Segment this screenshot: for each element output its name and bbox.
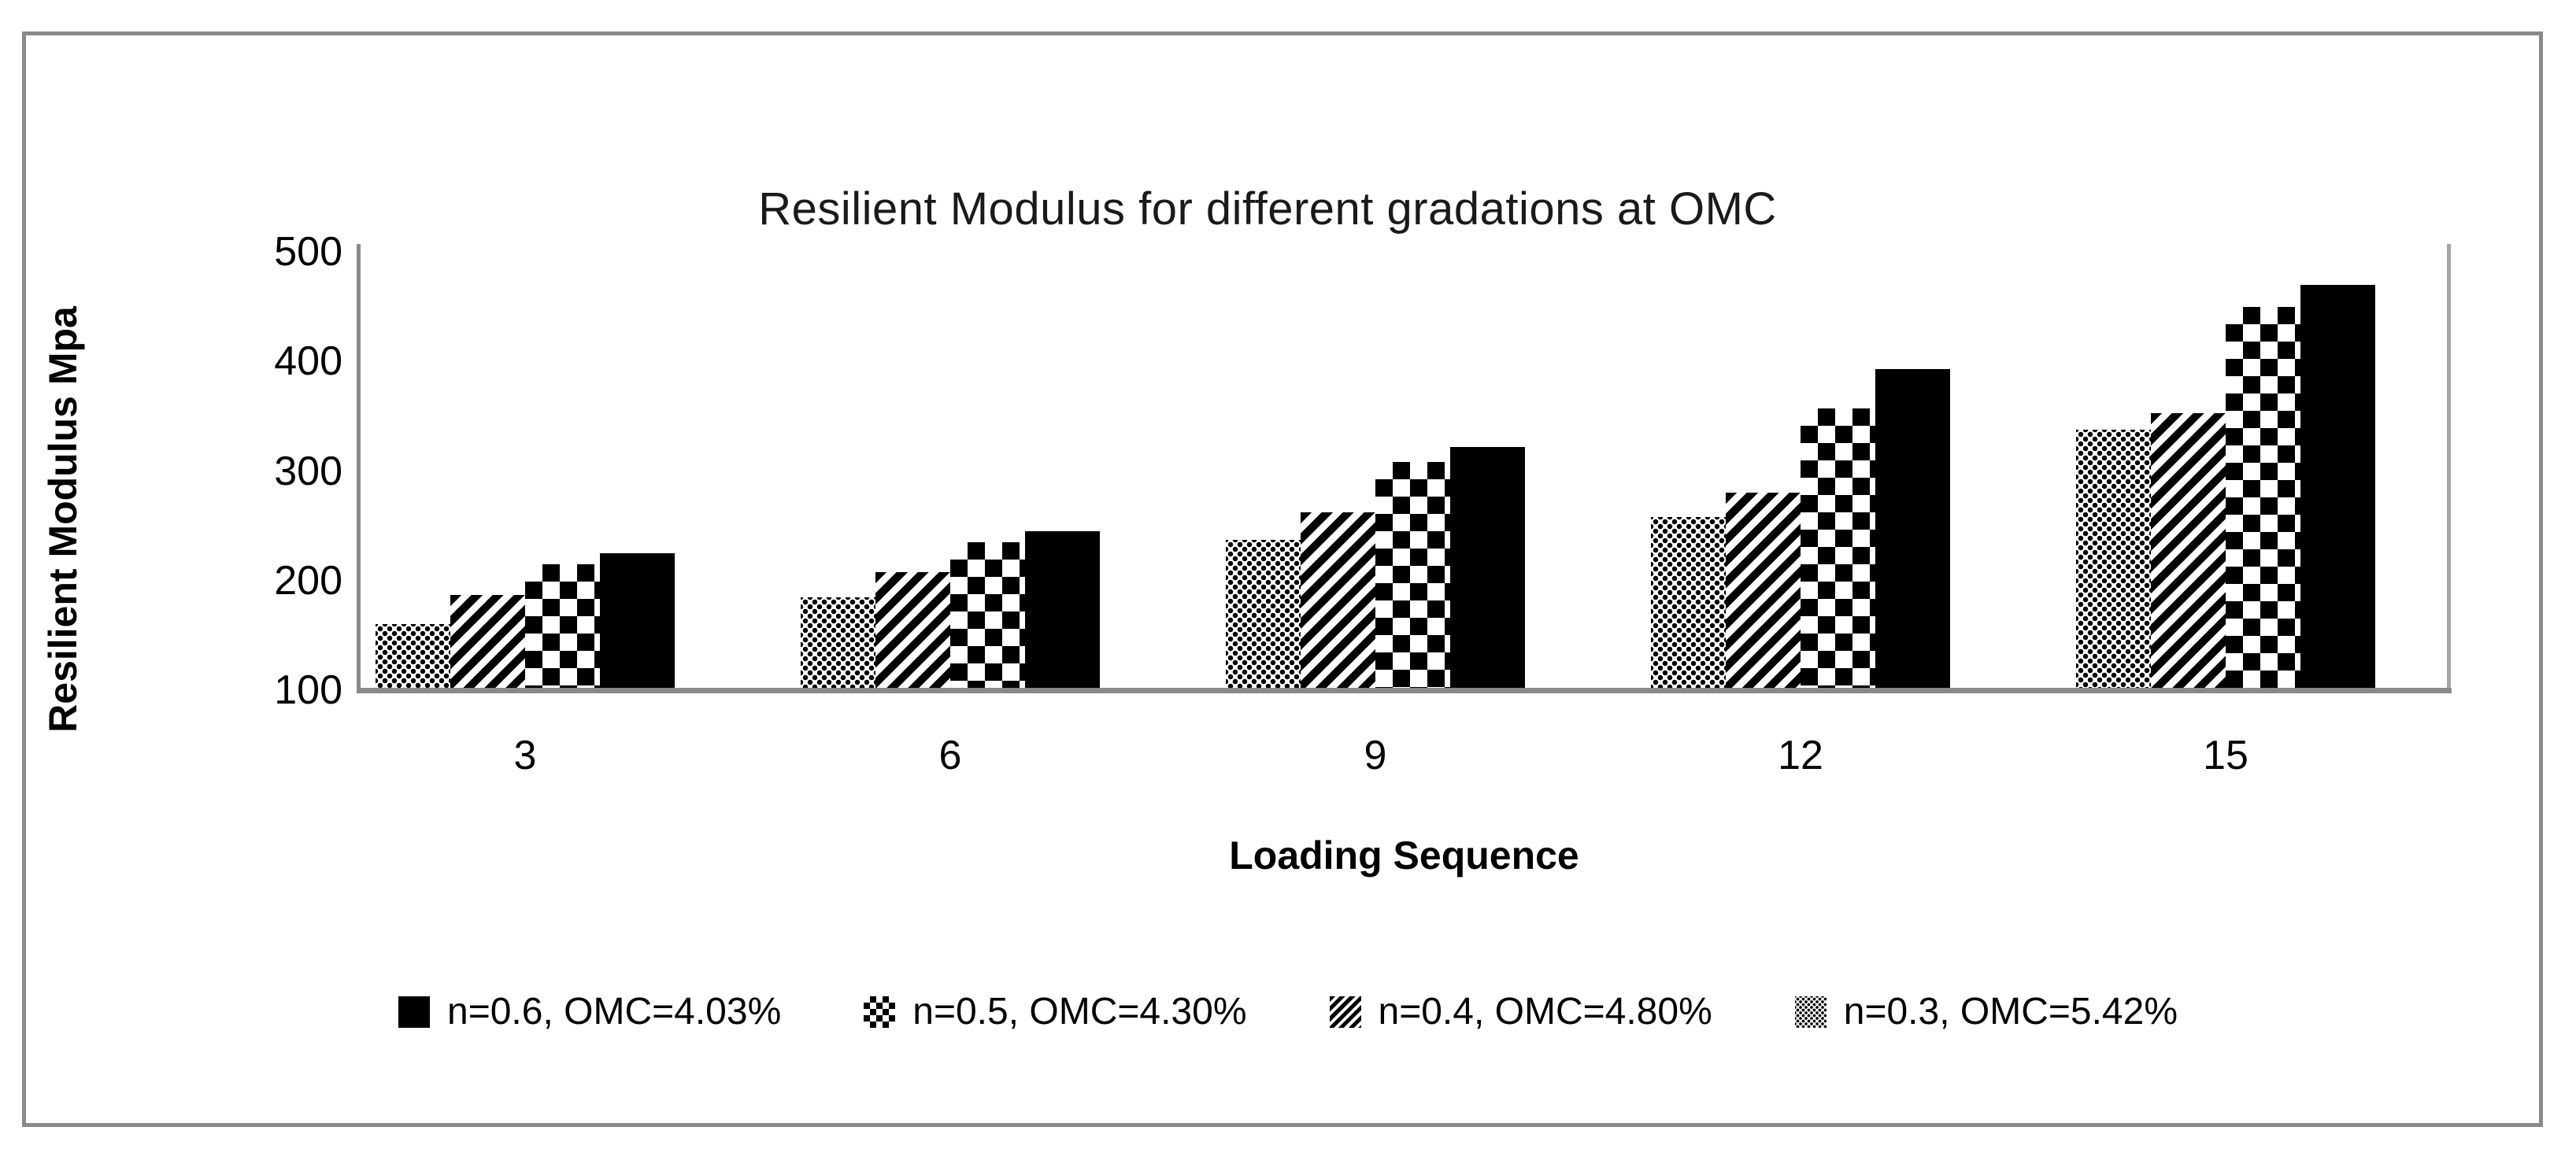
bar-series-checker-seq-3: [525, 564, 600, 690]
legend-label: n=0.4, OMC=4.80%: [1378, 991, 1712, 1033]
legend-label: n=0.5, OMC=4.30%: [912, 991, 1247, 1033]
bar-series-checker-seq-6: [950, 542, 1025, 690]
legend-item: n=0.5, OMC=4.30%: [864, 990, 1247, 1033]
x-tick-label-15: 15: [2203, 733, 2248, 778]
legend-marker-dots-icon: [1794, 996, 1827, 1028]
legend: n=0.6, OMC=4.03% n=0.5, OMC=4.30% n=0.4, O…: [0, 990, 2576, 1033]
y-axis-title: Resilient Modulus Mpa: [31, 275, 94, 763]
legend-marker-solid-icon: [398, 996, 430, 1028]
bar-series-solid-seq-9: [1450, 447, 1525, 690]
bar-series-dots-seq-9: [1226, 540, 1301, 690]
bar-series-diagonal-seq-6: [875, 572, 950, 690]
y-tick-label-300: 300: [274, 449, 342, 494]
bar-series-checker-seq-15: [2226, 307, 2300, 690]
x-tick-label-12: 12: [1778, 733, 1823, 778]
legend-marker-diagonal-icon: [1329, 996, 1361, 1028]
bar-series-dots-seq-12: [1651, 517, 1726, 690]
bar-series-diagonal-seq-9: [1301, 512, 1375, 690]
legend-label: n=0.3, OMC=5.42%: [1843, 991, 2178, 1033]
bar-series-checker-seq-9: [1375, 462, 1450, 690]
bar-series-checker-seq-12: [1801, 408, 1875, 690]
legend-item: n=0.6, OMC=4.03%: [398, 990, 781, 1033]
legend-item: n=0.3, OMC=5.42%: [1794, 990, 2178, 1033]
x-tick-label-3: 3: [513, 733, 537, 778]
bar-series-dots-seq-3: [376, 624, 450, 690]
bar-series-diagonal-seq-3: [450, 595, 525, 690]
bar-series-diagonal-seq-12: [1726, 493, 1801, 690]
bar-series-dots-seq-6: [801, 597, 875, 690]
bar-series-solid-seq-3: [600, 553, 675, 690]
x-tick-label-6: 6: [938, 733, 962, 778]
x-tick-label-9: 9: [1364, 733, 1387, 778]
plot-right-border-line: [2447, 244, 2451, 693]
y-axis-title-text: Resilient Modulus Mpa: [41, 306, 85, 733]
y-axis-line: [357, 244, 361, 693]
y-tick-label-100: 100: [274, 667, 342, 713]
chart-title: Resilient Modulus for different gradatio…: [758, 183, 1777, 235]
bar-series-diagonal-seq-15: [2151, 413, 2226, 690]
legend-marker-checker-icon: [864, 996, 896, 1028]
x-axis-line: [357, 688, 2452, 693]
legend-item: n=0.4, OMC=4.80%: [1329, 990, 1712, 1033]
y-tick-label-500: 500: [274, 229, 342, 275]
bar-series-solid-seq-15: [2300, 285, 2375, 690]
y-tick-label-400: 400: [274, 338, 342, 384]
x-axis-title: Loading Sequence: [1229, 833, 1579, 877]
bar-series-solid-seq-6: [1025, 531, 1100, 690]
legend-label: n=0.6, OMC=4.03%: [447, 991, 782, 1033]
y-tick-label-200: 200: [274, 558, 342, 604]
bar-series-dots-seq-15: [2076, 430, 2151, 690]
bar-series-solid-seq-12: [1875, 369, 1950, 690]
